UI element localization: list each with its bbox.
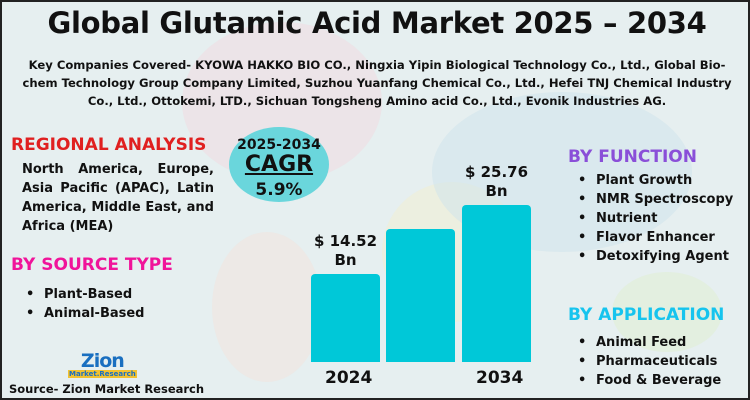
logo-text: Zion (80, 350, 125, 372)
function-list: Plant Growth NMR Spectroscopy Nutrient F… (574, 171, 748, 266)
cagr-value: 5.9% (255, 180, 303, 200)
source-credit: Source- Zion Market Research (9, 382, 205, 396)
list-item: Animal Feed (574, 333, 721, 352)
list-item: Detoxifying Agent (574, 247, 748, 266)
list-item: Flavor Enhancer (574, 228, 748, 247)
key-companies: Key Companies Covered- KYOWA HAKKO BIO C… (22, 58, 732, 108)
cagr-label: CAGR (244, 152, 314, 177)
cagr-badge: 2025-2034 CAGR 5.9% (229, 127, 329, 202)
list-item: Animal-Based (22, 304, 144, 323)
map-south-america (212, 232, 322, 382)
list-item: Food & Beverage (574, 371, 721, 390)
list-item: NMR Spectroscopy (574, 190, 748, 209)
cagr-period: 2025-2034 (237, 137, 321, 153)
application-list: Animal Feed Pharmaceuticals Food & Bever… (574, 333, 721, 390)
list-item: Nutrient (574, 209, 748, 228)
regional-text: North America, Europe, Asia Pacific (APA… (22, 162, 214, 234)
bar-2034 (462, 205, 531, 362)
function-heading: BY FUNCTION (568, 147, 697, 167)
x-tick-label: 2034 (476, 368, 524, 388)
logo-subtext: Market.Research (68, 370, 137, 378)
source-type-list: Plant-Based Animal-Based (22, 285, 144, 323)
page-title: Global Glutamic Acid Market 2025 – 2034 (47, 6, 707, 40)
bar-mid (386, 228, 455, 362)
list-item: Pharmaceuticals (574, 352, 721, 371)
application-heading: BY APPLICATION (568, 305, 725, 325)
list-item: Plant-Based (22, 285, 144, 304)
x-tick-label: 2024 (325, 368, 373, 388)
source-type-heading: BY SOURCE TYPE (11, 255, 173, 275)
regional-heading: REGIONAL ANALYSIS (11, 135, 207, 155)
bar-2024 (311, 273, 380, 362)
zion-logo: Zion Market.Research (68, 352, 137, 378)
list-item: Plant Growth (574, 171, 748, 190)
bar-value-label: $ 14.52 Bn (313, 231, 378, 269)
bar-value-label: $ 25.76 Bn (464, 163, 529, 200)
